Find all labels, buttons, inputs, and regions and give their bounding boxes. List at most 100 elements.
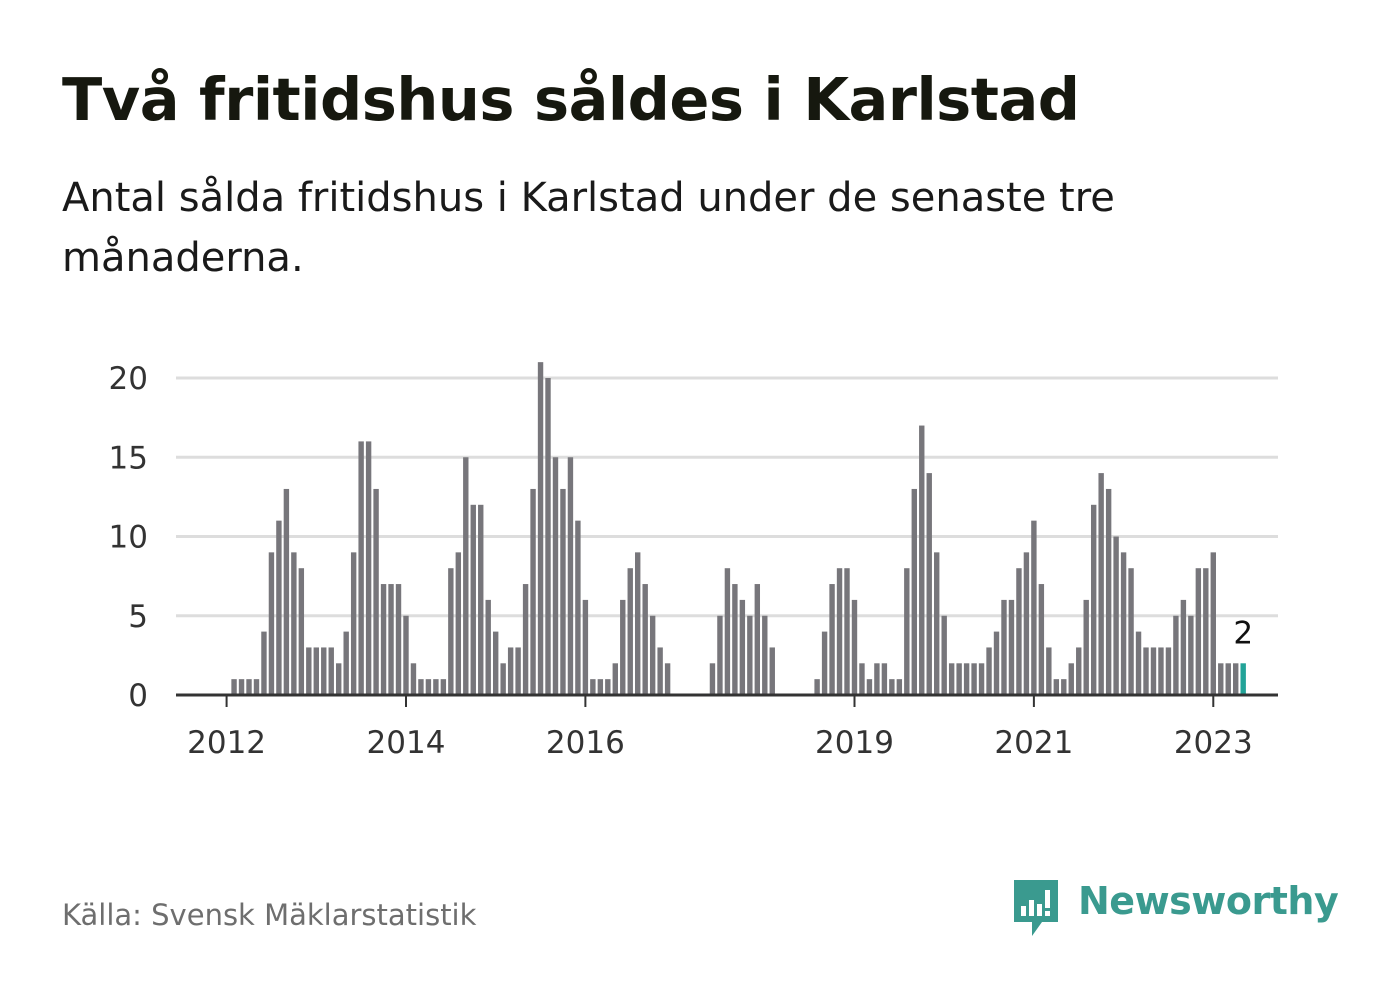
y-tick-label: 10 — [109, 520, 148, 556]
bar — [1128, 568, 1134, 695]
brand-logo: Newsworthy — [1010, 876, 1339, 940]
bar — [986, 647, 992, 695]
bar — [1143, 647, 1149, 695]
bar — [717, 615, 723, 695]
bar — [1218, 663, 1224, 695]
x-tick-label: 2014 — [367, 725, 446, 761]
bar — [1076, 647, 1082, 695]
bar — [1016, 568, 1022, 695]
bar — [836, 568, 843, 695]
bar — [283, 488, 290, 695]
bar — [1046, 647, 1052, 695]
bar — [732, 584, 738, 695]
bar — [1038, 584, 1045, 695]
bar — [874, 663, 880, 695]
bar — [1023, 552, 1030, 695]
bar — [926, 473, 932, 695]
bar — [1173, 615, 1179, 695]
y-tick-label: 5 — [128, 599, 148, 635]
bar — [358, 441, 364, 695]
bar — [478, 504, 484, 695]
bar — [590, 679, 596, 695]
bar — [238, 679, 245, 695]
y-axis-ticks: 0 5 10 15 20 — [109, 361, 148, 714]
bar — [253, 679, 260, 695]
bar — [1068, 663, 1074, 695]
bar — [889, 679, 895, 695]
source-note: Källa: Svensk Mäklarstatistik — [62, 898, 477, 932]
bar — [261, 631, 267, 695]
bar-latest — [1240, 663, 1246, 695]
bar — [425, 679, 432, 695]
bar — [537, 362, 544, 695]
bar — [657, 647, 663, 695]
bar — [485, 599, 491, 695]
bar — [605, 679, 611, 695]
bar — [455, 552, 462, 695]
bar — [433, 679, 439, 695]
bar — [1165, 647, 1172, 695]
bar — [919, 425, 925, 695]
bar — [403, 615, 409, 695]
bar — [567, 457, 574, 695]
bar — [1008, 599, 1015, 695]
bar — [739, 599, 746, 695]
bar — [380, 584, 387, 695]
bar — [1053, 679, 1060, 695]
bar — [1098, 473, 1104, 695]
bar — [1120, 552, 1127, 695]
bar — [642, 584, 648, 695]
bar — [627, 568, 633, 695]
bar — [814, 679, 820, 695]
bar — [350, 552, 357, 695]
bar — [276, 520, 282, 695]
bar — [246, 679, 252, 695]
bar — [1001, 599, 1007, 695]
x-axis-ticks: 2012 2014 2016 2019 2021 2023 — [187, 695, 1253, 761]
bar — [1180, 599, 1187, 695]
bar — [829, 584, 835, 695]
bar — [365, 441, 372, 695]
bar — [492, 631, 499, 695]
bar — [388, 584, 394, 695]
bar — [336, 663, 342, 695]
bar — [373, 488, 379, 695]
bar-chart: 0 5 10 15 20 2012 2014 2016 2019 2021 2023 2 — [109, 361, 1278, 761]
bar — [904, 568, 910, 695]
bar — [440, 679, 447, 695]
bar — [664, 663, 671, 695]
bar — [1225, 663, 1231, 695]
bar — [306, 647, 312, 695]
bar — [575, 520, 581, 695]
bar — [515, 647, 521, 695]
bar — [448, 568, 454, 695]
bar — [971, 663, 977, 695]
bar — [934, 552, 940, 695]
bar — [463, 457, 469, 695]
bar — [612, 663, 618, 695]
bar — [1061, 679, 1067, 695]
bar — [881, 663, 888, 695]
bar — [328, 647, 334, 695]
x-tick-label: 2021 — [994, 725, 1073, 761]
bar — [978, 663, 985, 695]
bar — [298, 568, 305, 695]
bar — [410, 663, 417, 695]
bar — [844, 568, 850, 695]
bar — [620, 599, 626, 695]
bar — [418, 679, 424, 695]
bar — [821, 631, 828, 695]
bars — [231, 362, 1246, 695]
bar — [1113, 536, 1119, 695]
bar — [1105, 488, 1112, 695]
bar — [1188, 615, 1194, 695]
bar — [911, 488, 917, 695]
last-value-label: 2 — [1233, 615, 1253, 651]
newsworthy-logo-icon — [1014, 880, 1058, 936]
bar — [941, 615, 947, 695]
bar — [545, 378, 551, 695]
bar — [1195, 568, 1202, 695]
bar — [649, 615, 656, 695]
bar — [1135, 631, 1142, 695]
bar — [1090, 504, 1097, 695]
